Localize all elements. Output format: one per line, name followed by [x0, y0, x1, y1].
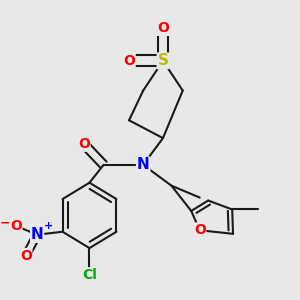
Text: S: S: [158, 53, 169, 68]
Text: O: O: [78, 137, 90, 151]
Text: O: O: [157, 21, 169, 35]
Text: N: N: [137, 158, 149, 172]
Text: −: −: [0, 216, 10, 229]
Text: O: O: [123, 54, 135, 68]
Text: O: O: [10, 219, 22, 233]
Text: O: O: [20, 248, 32, 262]
Text: Cl: Cl: [82, 268, 97, 282]
Text: +: +: [44, 221, 53, 231]
Text: N: N: [31, 227, 44, 242]
Text: O: O: [194, 223, 206, 237]
